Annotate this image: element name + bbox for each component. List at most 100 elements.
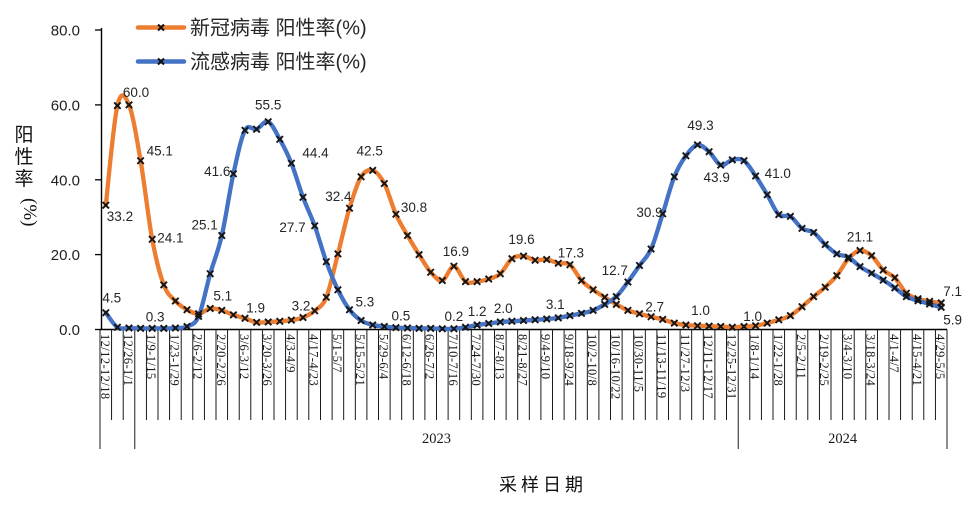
- x-tick-label: 4/1-4/7: [887, 334, 901, 373]
- covid-marker: [159, 281, 168, 289]
- flu-data-label: 41.0: [765, 166, 791, 181]
- flu-marker: [937, 303, 946, 312]
- flu-marker: [426, 324, 435, 333]
- x-tick-label: 10/2-10/8: [585, 334, 599, 386]
- covid-marker: [484, 275, 493, 283]
- flu-data-label: 44.4: [302, 145, 329, 160]
- covid-marker: [531, 256, 539, 265]
- y-tick-label: 20.0: [51, 247, 80, 264]
- x-axis-title: 采样日期: [499, 475, 587, 495]
- covid-marker: [647, 312, 655, 321]
- flu-marker: [647, 245, 655, 253]
- flu-marker: [380, 322, 389, 331]
- covid-marker: [566, 260, 574, 269]
- flu-marker: [809, 228, 818, 237]
- covid-data-label: 24.1: [157, 230, 183, 245]
- flu-legend-label: 流感病毒 阳性率(%): [190, 51, 367, 74]
- covid-marker: [635, 309, 644, 318]
- flu-marker: [774, 210, 783, 219]
- x-tick-label: 4/3-4/9: [283, 334, 297, 373]
- covid-marker: [658, 315, 667, 324]
- flu-data-label: 49.3: [687, 118, 713, 133]
- covid-marker: [461, 277, 470, 286]
- flu-marker: [275, 135, 284, 144]
- covid-marker: [728, 323, 737, 332]
- x-tick-label: 10/30-11/5: [632, 334, 646, 392]
- covid-marker: [809, 292, 818, 301]
- flu-marker: [763, 190, 772, 199]
- covid-marker: [519, 252, 528, 260]
- flu-data-label: 2.0: [494, 301, 513, 316]
- covid-data-label: 3.2: [292, 299, 311, 314]
- x-tick-label: 9/18-9/24: [562, 334, 576, 387]
- x-tick-label: 7/24-7/30: [469, 334, 483, 386]
- covid-data-label: 1.0: [743, 309, 762, 324]
- y-tick-label: 40.0: [51, 172, 80, 189]
- x-tick-label: 3/6-3/12: [237, 334, 251, 380]
- covid-data-label: 19.6: [508, 232, 534, 247]
- flu-data-label: 0.5: [392, 309, 411, 324]
- covid-data-label: 16.9: [443, 244, 469, 259]
- flu-data-label: 4.5: [102, 291, 121, 306]
- x-tick-label: 4/29-5/5: [933, 334, 947, 380]
- covid-legend-marker: [157, 23, 165, 32]
- covid-marker: [844, 254, 853, 263]
- flu-marker: [890, 284, 899, 292]
- flu-marker: [554, 314, 563, 322]
- flu-marker: [148, 324, 157, 333]
- flu-marker: [310, 221, 319, 230]
- x-tick-label: 12/26-1/1: [121, 334, 135, 386]
- x-tick-label: 1/22-1/28: [771, 334, 785, 386]
- x-tick-label: 4/17-4/23: [307, 334, 321, 386]
- covid-data-label: 21.1: [847, 230, 873, 245]
- flu-marker: [566, 311, 574, 320]
- covid-marker: [682, 321, 690, 329]
- x-tick-label: 5/15-5/21: [353, 334, 367, 386]
- covid-marker: [740, 322, 748, 331]
- flu-marker: [670, 172, 679, 181]
- x-tick-label: 4/15-4/21: [910, 334, 924, 386]
- flu-marker: [322, 257, 331, 266]
- x-tick-label: 11/27-12/3: [678, 334, 692, 392]
- covid-marker: [600, 293, 609, 302]
- covid-data-label: 45.1: [147, 144, 173, 159]
- covid-marker: [322, 293, 331, 302]
- covid-marker: [345, 204, 354, 213]
- flu-data-label: 41.6: [204, 164, 230, 179]
- covid-marker: [148, 235, 157, 244]
- covid-data-label: 60.0: [123, 85, 149, 100]
- covid-marker: [856, 246, 864, 255]
- flu-marker: [299, 193, 307, 202]
- covid-marker: [774, 315, 783, 324]
- y-axis-title: 阳性率: [14, 124, 33, 190]
- flu-marker: [368, 321, 377, 329]
- flu-marker: [867, 269, 876, 278]
- covid-data-label: 1.9: [246, 300, 265, 315]
- flu-marker: [832, 250, 841, 258]
- covid-marker: [496, 269, 505, 278]
- flu-marker: [879, 276, 888, 284]
- flu-marker: [902, 292, 911, 301]
- covid-marker: [693, 321, 702, 330]
- flu-marker: [508, 317, 516, 326]
- covid-marker: [798, 302, 806, 311]
- x-tick-label: 12/11-12/17: [701, 334, 715, 399]
- covid-marker: [415, 250, 423, 259]
- flu-marker: [751, 172, 760, 180]
- x-tick-label: 1/9-1/15: [144, 334, 158, 380]
- x-tick-label: 3/4-3/10: [840, 334, 854, 380]
- flu-data-label: 30.9: [636, 205, 662, 220]
- flu-marker: [821, 240, 830, 249]
- x-tick-label: 5/29-6/4: [376, 334, 390, 380]
- covid-marker: [101, 201, 110, 210]
- flu-marker: [438, 324, 447, 333]
- flu-marker: [334, 285, 342, 294]
- flu-marker: [125, 324, 133, 332]
- flu-marker: [542, 315, 551, 323]
- flu-marker: [844, 253, 853, 262]
- flu-marker: [612, 292, 621, 301]
- covid-marker: [136, 156, 145, 165]
- flu-marker: [531, 315, 539, 324]
